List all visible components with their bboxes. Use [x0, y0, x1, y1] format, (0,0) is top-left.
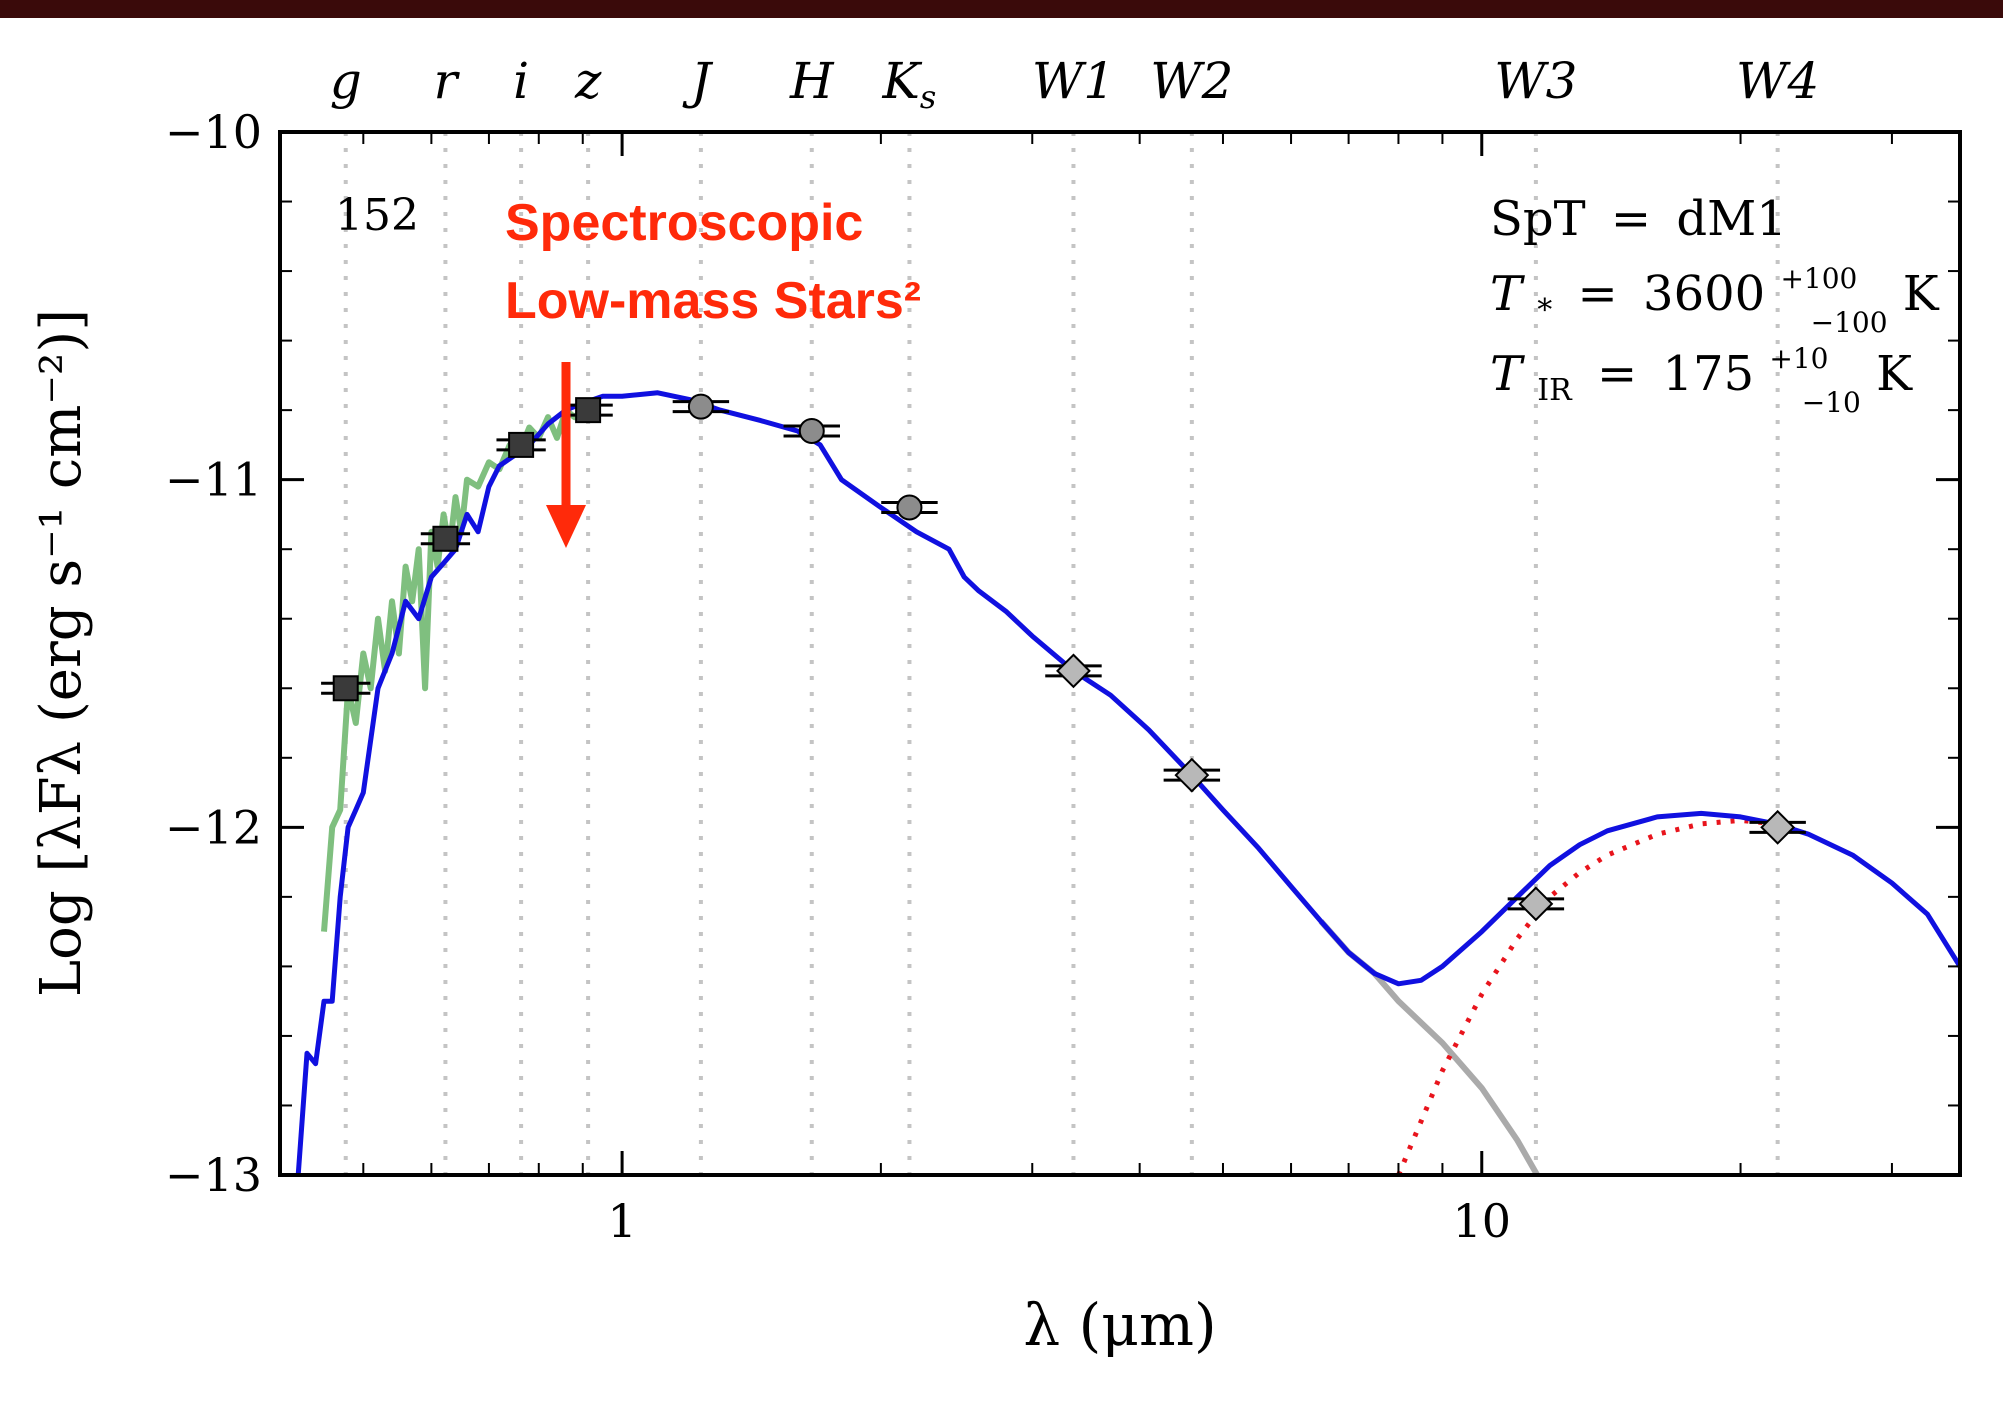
- plot-frame: [278, 130, 1962, 1177]
- photometry-point: [881, 494, 938, 521]
- square-marker: [508, 431, 535, 458]
- band-labels: g r i z J H Ks W1 W2 W3 W4: [330, 52, 1820, 116]
- diamond-marker: [1760, 809, 1796, 845]
- photometry-point: [1163, 757, 1221, 793]
- circle-marker: [798, 417, 825, 444]
- y-tick-label: −12: [165, 800, 262, 854]
- x-tick-label: 10: [1452, 1194, 1511, 1248]
- param-tir: T IR = 175 +10 −10 K: [1490, 324, 1913, 424]
- annotation-arrow-head: [546, 505, 586, 548]
- band-label-z: z: [574, 52, 602, 110]
- photometry-point: [1045, 653, 1102, 689]
- band-label-W2: W2: [1150, 52, 1233, 110]
- y-axis-label: Log [λFλ (erg s⁻¹ cm⁻²)]: [29, 309, 94, 997]
- annotation-line-2: Low-mass Stars²: [505, 272, 921, 330]
- marker-layer: [321, 393, 1806, 922]
- y-tick-label: −13: [165, 1148, 262, 1202]
- band-label-r: r: [433, 52, 460, 110]
- band-label-J: J: [682, 52, 714, 110]
- band-label-W3: W3: [1494, 52, 1577, 110]
- circle-marker: [687, 393, 714, 420]
- photometry-point: [563, 397, 613, 424]
- photometry-point: [1749, 809, 1806, 845]
- diamond-marker: [1056, 653, 1091, 689]
- square-marker: [332, 675, 359, 702]
- y-tick-label: −11: [165, 453, 262, 507]
- photometry-point: [321, 675, 371, 702]
- band-label-g: g: [330, 52, 362, 110]
- diamond-marker: [1518, 886, 1554, 922]
- series-layer: [295, 390, 1963, 1177]
- dust-blackbody-line: [1396, 817, 1777, 1176]
- diamond-marker: [1174, 757, 1210, 793]
- fit-parameters: SpT = dM1 T * = 3600 +100 −100 K T IR = …: [1490, 191, 1940, 424]
- x-axis-label: λ (μm): [1023, 1291, 1216, 1359]
- x-tick-label: 1: [607, 1194, 636, 1248]
- model-total-line: [295, 390, 1963, 1176]
- band-label-i: i: [513, 52, 529, 110]
- band-label-W1: W1: [1032, 52, 1115, 110]
- photometry-point: [1507, 886, 1565, 922]
- band-label-H: H: [789, 52, 835, 110]
- param-spt: SpT = dM1: [1490, 191, 1787, 247]
- circle-marker: [896, 494, 923, 521]
- band-label-K: Ks: [882, 52, 937, 116]
- annotation: Spectroscopic Low-mass Stars²: [505, 194, 921, 548]
- axis-ticks: −10 −11 −12 −13 1 10: [165, 105, 1960, 1248]
- annotation-line-1: Spectroscopic: [505, 194, 863, 252]
- photometry-point: [420, 525, 471, 552]
- band-label-W4: W4: [1736, 52, 1819, 110]
- y-tick-label: −10: [165, 105, 262, 159]
- square-marker: [575, 397, 602, 424]
- square-marker: [432, 525, 459, 552]
- photometry-point: [783, 417, 840, 444]
- spectrum-line: [321, 407, 585, 932]
- param-tstar: T * = 3600 +100 −100 K: [1490, 244, 1940, 344]
- photometry-point: [672, 393, 730, 420]
- photometry-point: [496, 431, 546, 458]
- panel-id: 152: [335, 190, 419, 241]
- top-banner: [0, 0, 2003, 18]
